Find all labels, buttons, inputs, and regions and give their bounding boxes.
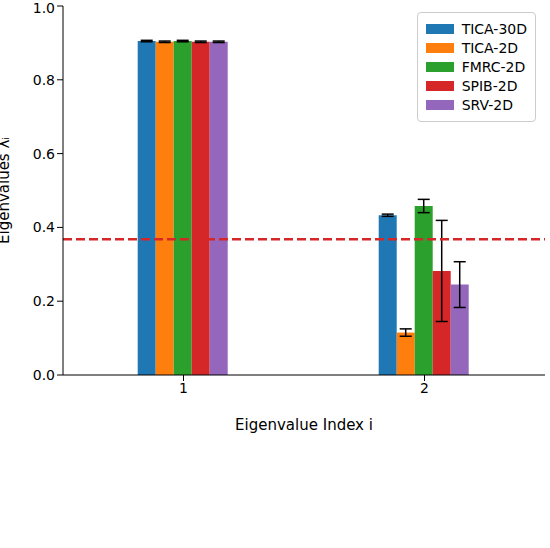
svg-text:0.2: 0.2: [33, 293, 55, 309]
html-text:TICA-2D: TICA-2D: [461, 40, 519, 56]
svg-text:0.4: 0.4: [33, 219, 55, 235]
html-text:SRV-2D: SRV-2D: [461, 97, 513, 113]
svg-text:0.8: 0.8: [33, 72, 55, 88]
svg-text:0.6: 0.6: [33, 146, 55, 162]
svg-text:Eigenvalue Index i: Eigenvalue Index i: [235, 416, 373, 434]
svg-text:2: 2: [420, 380, 429, 396]
svg-text:Eigenvalues λᵢ: Eigenvalues λᵢ: [8, 137, 13, 244]
html-text:SPIB-2D: SPIB-2D: [461, 78, 518, 94]
html-text:FMRC-2D: FMRC-2D: [461, 59, 526, 75]
svg-text:1.0: 1.0: [33, 0, 55, 16]
svg-text:1: 1: [179, 380, 188, 396]
html-text:TICA-30D: TICA-30D: [461, 21, 527, 37]
svg-text:0.0: 0.0: [33, 367, 55, 383]
